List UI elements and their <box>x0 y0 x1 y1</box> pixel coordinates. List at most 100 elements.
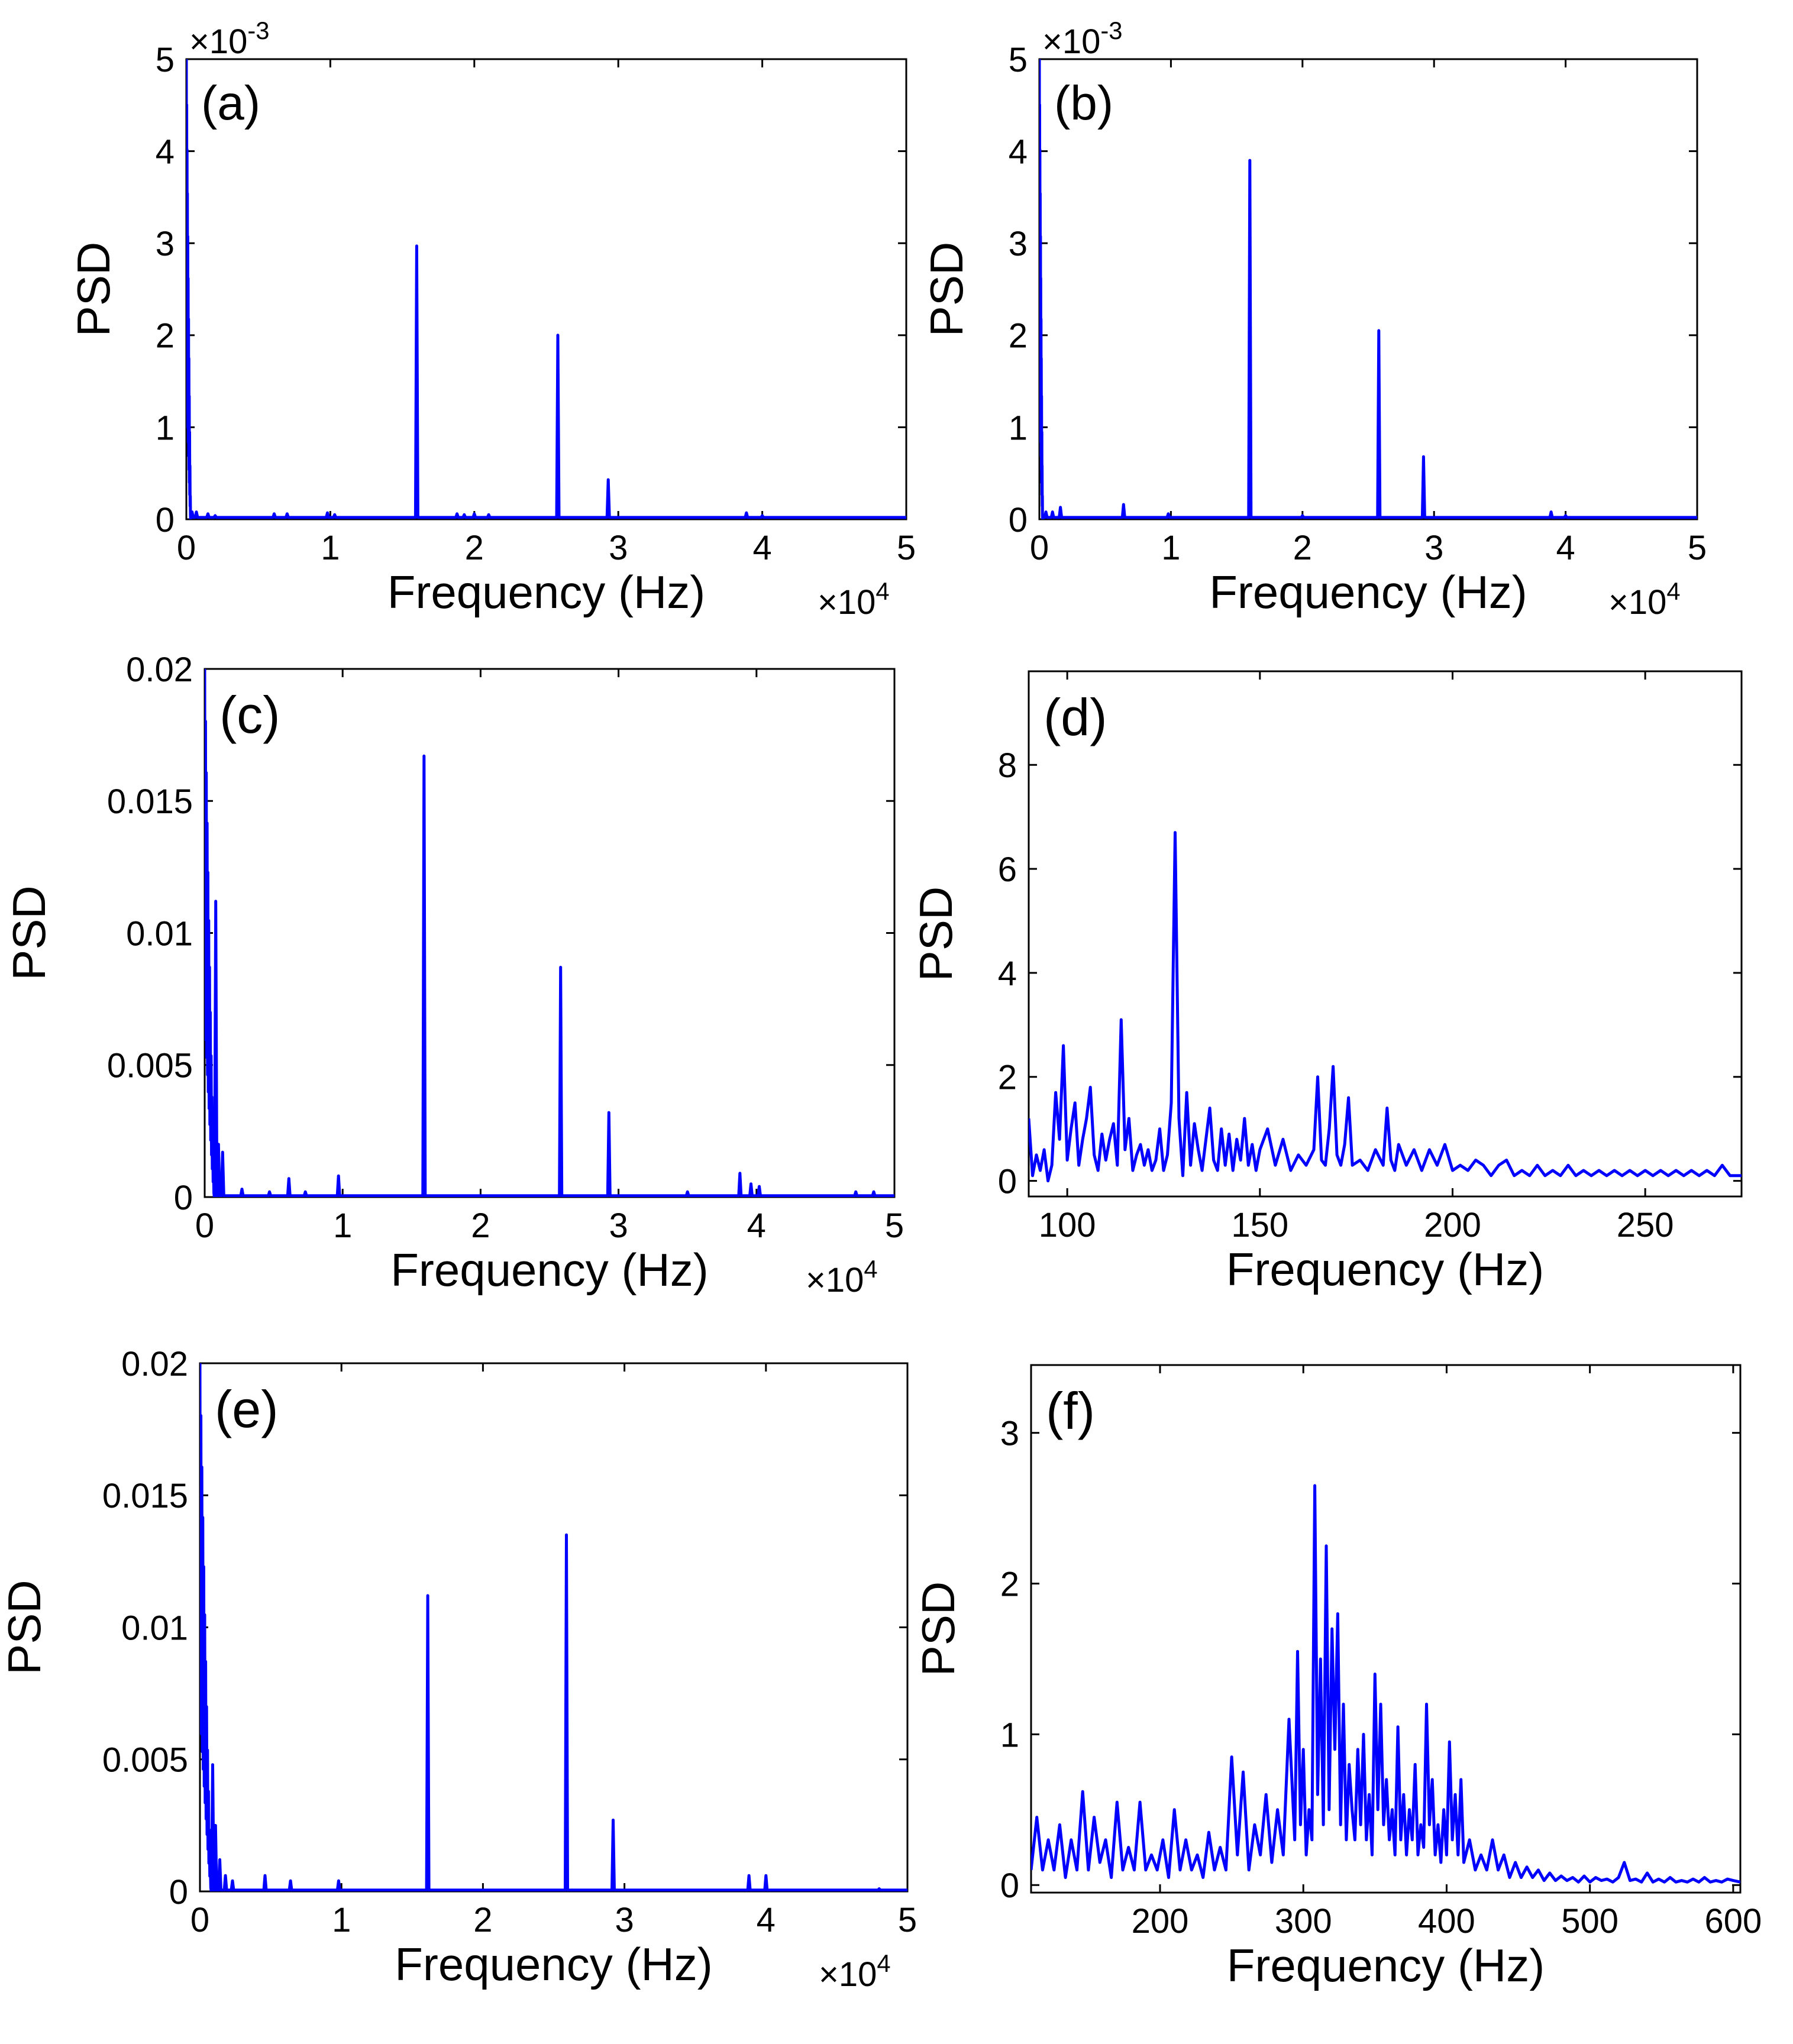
x-axis-label: Frequency (Hz) <box>395 1938 712 1990</box>
x-tick-label: 5 <box>1688 529 1707 567</box>
x-tick-label: 600 <box>1704 1902 1762 1940</box>
x-tick-label: 200 <box>1424 1206 1481 1244</box>
y-tick-label: 0 <box>174 1179 193 1217</box>
panel-label: (c) <box>219 685 280 744</box>
y-multiplier: ×10-3 <box>189 17 270 61</box>
x-multiplier: ×104 <box>806 1255 878 1299</box>
plot-area-frame <box>199 1362 909 1893</box>
y-tick-label: 0.02 <box>126 651 193 689</box>
y-tick-label: 0.02 <box>121 1345 188 1383</box>
y-tick-label: 0.005 <box>107 1047 193 1085</box>
x-axis-label: Frequency (Hz) <box>1209 566 1527 618</box>
y-tick-label: 2 <box>1009 317 1028 355</box>
x-tick-label: 3 <box>609 1207 628 1245</box>
panel-label: (b) <box>1054 76 1113 130</box>
x-tick-label: 400 <box>1418 1902 1475 1940</box>
panel-label: (e) <box>215 1380 279 1438</box>
x-multiplier: ×104 <box>819 1949 891 1994</box>
psd-series-line <box>1031 1484 1740 1884</box>
y-tick-label: 0.005 <box>102 1741 188 1780</box>
y-tick-label: 0.015 <box>102 1477 188 1515</box>
psd-series-line <box>186 59 906 519</box>
y-tick-label: 3 <box>156 225 175 263</box>
x-axis-label: Frequency (Hz) <box>387 566 705 618</box>
panel-a: 0 1 2 3 4 5 0 1 2 3 4 5 Frequency (Hz) PSD ×104 ×10-3 (a… <box>67 17 916 622</box>
panel-label: (f) <box>1046 1382 1095 1440</box>
psd-series-line <box>205 669 894 1197</box>
y-tick-label: 0.015 <box>107 782 193 821</box>
plot-area-frame <box>1028 670 1743 1198</box>
y-tick-label: 1 <box>156 409 175 447</box>
plot-area-frame <box>185 58 907 520</box>
x-tick-label: 2 <box>1293 529 1312 567</box>
x-tick-label: 1 <box>332 1901 351 1939</box>
y-tick-label: 0 <box>1000 1867 1019 1905</box>
y-axis-label: PSD <box>920 242 973 337</box>
x-tick-label: 5 <box>897 529 916 567</box>
data-layer <box>205 669 894 1197</box>
x-tick-label: 5 <box>885 1207 904 1245</box>
y-axis-label: PSD <box>67 242 119 337</box>
y-tick-label: 0 <box>1009 501 1028 539</box>
y-tick-label: 2 <box>1000 1565 1019 1603</box>
y-tick-label: 4 <box>1009 132 1028 171</box>
data-layer <box>200 1363 907 1891</box>
panel-label: (d) <box>1044 688 1107 746</box>
y-tick-label: 0.01 <box>126 914 193 953</box>
data-layer <box>1029 831 1742 1183</box>
panel-label: (a) <box>201 76 260 130</box>
y-tick-label: 3 <box>1000 1415 1019 1453</box>
y-axis-label: PSD <box>0 1580 50 1674</box>
x-tick-label: 2 <box>471 1207 490 1245</box>
x-tick-label: 300 <box>1275 1902 1332 1940</box>
y-tick-label: 0 <box>156 501 175 539</box>
data-layer <box>186 59 906 519</box>
x-tick-label: 4 <box>757 1901 776 1939</box>
x-tick-label: 1 <box>1161 529 1180 567</box>
y-axis-label: PSD <box>912 1581 964 1676</box>
y-tick-label: 5 <box>156 41 175 79</box>
x-tick-label: 0 <box>195 1207 214 1245</box>
y-tick-label: 0.01 <box>121 1609 188 1647</box>
plot-area-frame <box>1030 1364 1742 1894</box>
panel-f: 200 300 400 500 600 0 1 2 3 Frequency (Hz) PSD (f) <box>912 1364 1762 1991</box>
panel-b: 0 1 2 3 4 5 0 1 2 3 4 5 Frequency (Hz) PSD ×104 ×10-3 (b… <box>920 17 1707 622</box>
x-tick-label: 200 <box>1132 1902 1189 1940</box>
x-tick-label: 3 <box>1424 529 1443 567</box>
x-tick-label: 1 <box>321 529 340 567</box>
y-tick-label: 4 <box>998 955 1017 993</box>
plot-area-frame <box>1038 58 1698 520</box>
x-tick-label: 1 <box>333 1207 352 1245</box>
panel-e: 0 1 2 3 4 5 0 0.005 0.01 0.015 0.02 Frequency (Hz) P… <box>0 1345 917 1994</box>
x-axis-label: Frequency (Hz) <box>1227 1939 1545 1991</box>
x-tick-label: 150 <box>1231 1206 1288 1244</box>
y-axis-label: PSD <box>3 885 55 980</box>
y-tick-label: 2 <box>998 1059 1017 1097</box>
x-axis-label: Frequency (Hz) <box>390 1244 708 1296</box>
data-layer <box>1039 59 1697 519</box>
y-tick-label: 6 <box>998 850 1017 889</box>
psd-series-line <box>1039 59 1697 519</box>
x-tick-label: 5 <box>898 1901 917 1939</box>
x-tick-label: 0 <box>177 529 196 567</box>
x-tick-label: 2 <box>473 1901 492 1939</box>
panel-d: 100 150 200 250 0 2 4 6 8 Frequency (Hz) PSD (d) <box>910 670 1743 1295</box>
y-tick-label: 1 <box>1000 1716 1019 1754</box>
x-multiplier: ×104 <box>818 577 890 622</box>
x-tick-label: 4 <box>1556 529 1575 567</box>
y-tick-label: 0 <box>998 1163 1017 1201</box>
psd-series-line <box>200 1363 907 1891</box>
x-tick-label: 500 <box>1561 1902 1618 1940</box>
x-tick-label: 3 <box>615 1901 634 1939</box>
psd-series-line <box>1029 831 1742 1183</box>
x-tick-label: 0 <box>190 1901 209 1939</box>
x-tick-label: 4 <box>747 1207 766 1245</box>
y-multiplier: ×10-3 <box>1042 17 1123 61</box>
y-tick-label: 0 <box>169 1873 188 1912</box>
x-tick-label: 2 <box>465 529 484 567</box>
x-tick-label: 100 <box>1039 1206 1096 1244</box>
x-tick-label: 4 <box>752 529 771 567</box>
y-tick-label: 5 <box>1009 41 1028 79</box>
x-multiplier: ×104 <box>1608 577 1681 622</box>
